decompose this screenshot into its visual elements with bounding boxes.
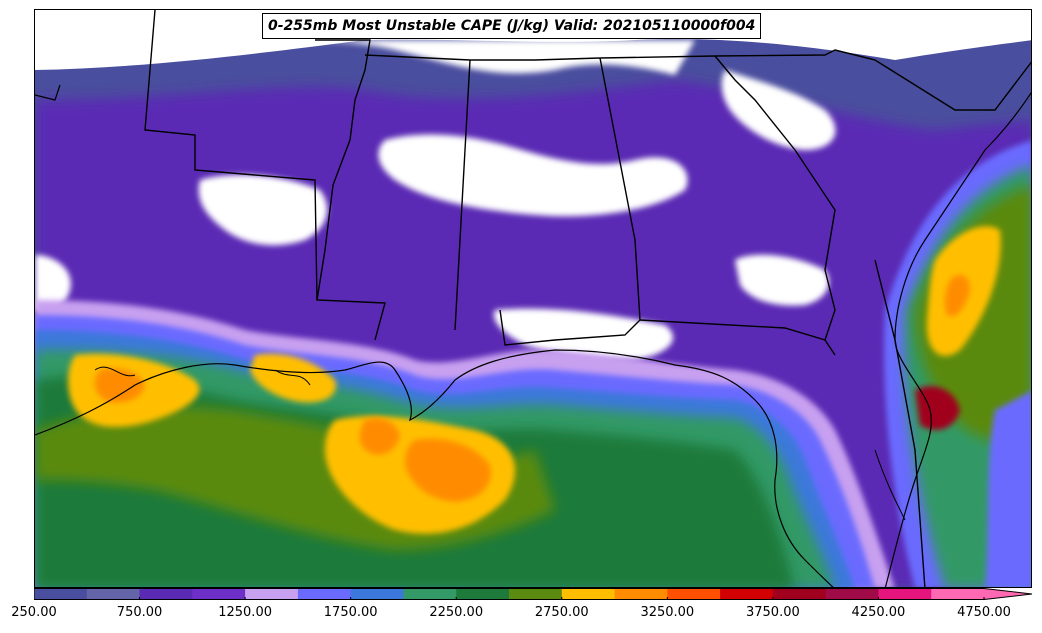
colorbar-tick-label: 750.00 bbox=[116, 605, 163, 620]
colorbar-tick-label: 3250.00 bbox=[640, 605, 695, 620]
colorbar-swatch bbox=[509, 588, 563, 600]
colorbar-swatch bbox=[456, 588, 510, 600]
cape-fill-layer bbox=[35, 10, 1031, 587]
colorbar-tick-label: 1250.00 bbox=[218, 605, 272, 620]
cape-field-map bbox=[35, 10, 1031, 587]
colorbar-swatch bbox=[86, 588, 141, 600]
colorbar-swatch bbox=[561, 588, 616, 600]
colorbar-swatch bbox=[825, 588, 879, 600]
colorbar-swatch bbox=[139, 588, 193, 600]
colorbar-extend-arrow bbox=[984, 588, 1032, 600]
colorbar-tick-label: 4750.00 bbox=[957, 605, 1011, 620]
coastline bbox=[35, 84, 1031, 587]
colorbar-swatch bbox=[297, 588, 352, 600]
colorbar-swatch bbox=[34, 588, 88, 600]
colorbar-swatch bbox=[667, 588, 721, 600]
colorbar-swatch bbox=[403, 588, 457, 600]
colorbar-tick-label: 4250.00 bbox=[851, 605, 906, 620]
colorbar-tick-label: 2250.00 bbox=[429, 605, 484, 620]
colorbar-swatch bbox=[772, 588, 827, 600]
colorbar-outline bbox=[34, 588, 1033, 600]
colorbar-swatch bbox=[192, 588, 246, 600]
map-title: 0-255mb Most Unstable CAPE (J/kg) Valid:… bbox=[262, 13, 762, 39]
colorbar-swatch bbox=[614, 588, 668, 600]
colorbar-tick-label: 3750.00 bbox=[745, 605, 800, 620]
colorbar-swatch bbox=[350, 588, 404, 600]
colorbar-swatch bbox=[931, 588, 985, 600]
colorbar-tick-label: 250.00 bbox=[11, 605, 57, 620]
boundary-lines bbox=[144, 10, 1031, 587]
colorbar bbox=[34, 588, 1033, 600]
bay-lines bbox=[94, 366, 906, 521]
map-panel bbox=[34, 9, 1032, 588]
colorbar-tick-label: 2750.00 bbox=[534, 605, 589, 620]
colorbar-swatch bbox=[245, 588, 299, 600]
colorbar-swatch bbox=[720, 588, 774, 600]
colorbar-tick-label: 1750.00 bbox=[323, 605, 378, 620]
colorbar-swatch bbox=[878, 588, 932, 600]
